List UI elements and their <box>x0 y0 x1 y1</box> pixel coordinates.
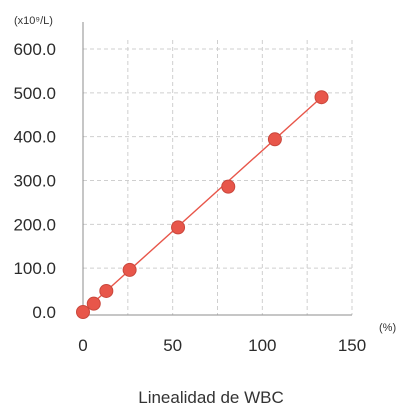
data-point <box>99 283 114 298</box>
data-point <box>267 132 282 147</box>
y-tick-label: 300.0 <box>13 172 56 191</box>
x-tick-label: 50 <box>163 336 182 355</box>
y-tick-labels: 0.0 100.0 200.0 300.0 400.0 500.0 600.0 <box>13 40 56 322</box>
x-tick-label: 0 <box>78 336 87 355</box>
y-tick-label: 200.0 <box>13 215 56 234</box>
data-point <box>122 262 137 277</box>
y-tick-label: 500.0 <box>13 84 56 103</box>
y-tick-label: 600.0 <box>13 40 56 59</box>
data-point <box>221 179 236 194</box>
chart-title: Linealidad de WBC <box>138 388 284 407</box>
y-tick-label: 400.0 <box>13 128 56 147</box>
data-point <box>76 305 90 319</box>
grid-lines <box>83 40 353 315</box>
x-tick-label: 150 <box>338 336 366 355</box>
data-point <box>86 296 101 311</box>
data-point <box>314 90 329 105</box>
data-point <box>171 220 186 235</box>
trend-line-segment <box>82 96 322 313</box>
y-tick-label: 100.0 <box>13 259 56 278</box>
y-axis-unit: (x10⁹/L) <box>14 15 53 27</box>
x-tick-label: 100 <box>248 336 276 355</box>
x-tick-labels: 0 50 100 150 <box>78 336 366 355</box>
y-tick-label: 0.0 <box>32 303 56 322</box>
data-points <box>76 90 329 319</box>
trend-line <box>82 96 322 313</box>
x-axis-unit: (%) <box>379 322 396 334</box>
